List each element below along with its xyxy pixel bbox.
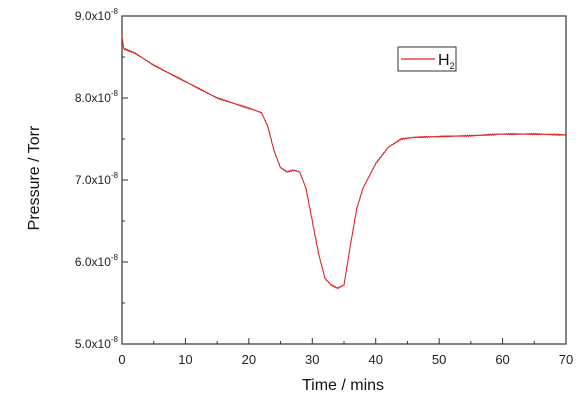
- x-axis-ticks: 0 10 20 30 40 50 60 70: [118, 338, 573, 367]
- legend: H2: [397, 46, 457, 72]
- y-axis-ticks: 5.0x10-8 6.0x10-8 7.0x10-8 8.0x10-8 9.0x10-8: [75, 7, 128, 351]
- series-layer: [121, 36, 567, 290]
- y-tick-label: 6.0x10-8: [75, 253, 119, 269]
- x-tick-label: 10: [178, 352, 192, 367]
- x-tick-label: 50: [432, 352, 446, 367]
- x-tick-label: 0: [118, 352, 125, 367]
- legend-label-h2: H2: [438, 52, 455, 71]
- x-tick-label: 20: [242, 352, 256, 367]
- x-tick-label: 70: [559, 352, 573, 367]
- y-tick-label: 7.0x10-8: [75, 171, 119, 187]
- plot-border: [121, 15, 567, 345]
- x-tick-label: 30: [305, 352, 319, 367]
- series-line-h2: [121, 36, 567, 290]
- plot-frame: [121, 15, 567, 345]
- y-tick-label: 5.0x10-8: [75, 335, 119, 351]
- y-axis-label: Pressure / Torr: [26, 125, 43, 230]
- x-tick-label: 60: [495, 352, 509, 367]
- x-axis-label: Time / mins: [302, 377, 384, 394]
- x-tick-label: 40: [368, 352, 382, 367]
- y-tick-label: 8.0x10-8: [75, 89, 119, 105]
- y-tick-label: 9.0x10-8: [75, 7, 119, 23]
